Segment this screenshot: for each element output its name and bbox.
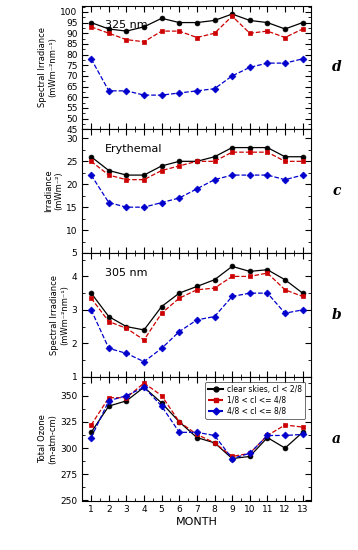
Y-axis label: Irradiance
(mWm⁻²): Irradiance (mWm⁻²) [44,170,63,212]
Text: 325 nm: 325 nm [105,20,148,30]
Y-axis label: Spectral Irradiance
(mWm⁻²nm⁻¹): Spectral Irradiance (mWm⁻²nm⁻¹) [38,28,57,107]
Text: b: b [332,308,342,322]
Legend: clear skies, cl < 2/8, 1/8 < cl <= 4/8, 4/8 < cl <= 8/8: clear skies, cl < 2/8, 1/8 < cl <= 4/8, … [205,382,305,419]
Text: Erythemal: Erythemal [105,144,163,154]
Text: d: d [332,60,342,74]
Text: 305 nm: 305 nm [105,268,148,278]
Text: c: c [332,184,340,198]
X-axis label: MONTH: MONTH [176,517,218,527]
Y-axis label: Spectral Irradiance
(mWm⁻²nm⁻¹): Spectral Irradiance (mWm⁻²nm⁻¹) [49,275,69,355]
Text: a: a [332,432,341,446]
Y-axis label: Total Ozone
(m-atm-cm): Total Ozone (m-atm-cm) [38,414,57,464]
